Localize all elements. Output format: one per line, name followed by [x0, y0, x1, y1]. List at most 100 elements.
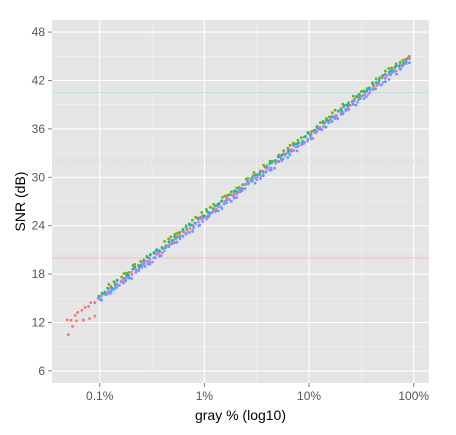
data-point	[170, 239, 174, 242]
data-point	[205, 210, 209, 214]
data-point	[222, 202, 226, 206]
data-point	[286, 146, 290, 150]
data-point	[395, 72, 398, 76]
data-point	[288, 153, 292, 157]
data-point	[185, 228, 189, 232]
data-point	[383, 77, 387, 80]
data-point	[173, 232, 177, 236]
data-point	[351, 94, 355, 98]
data-point	[83, 305, 87, 309]
data-point	[143, 264, 147, 268]
data-point	[264, 170, 268, 174]
data-point	[127, 271, 130, 274]
data-point	[107, 282, 111, 286]
x-axis-ticks: 0.1% 1% 10% 100%	[86, 383, 429, 403]
data-point	[392, 70, 396, 74]
data-point	[234, 189, 238, 193]
data-point	[221, 195, 224, 199]
data-point	[119, 280, 123, 283]
data-point	[127, 276, 131, 280]
data-point	[347, 107, 351, 111]
data-point	[159, 254, 163, 258]
data-point	[243, 183, 247, 187]
data-point	[118, 284, 121, 287]
data-point	[196, 217, 200, 221]
data-point	[133, 265, 137, 269]
data-point	[134, 271, 138, 274]
data-point	[304, 134, 307, 138]
data-point	[174, 236, 178, 240]
data-point	[152, 251, 156, 255]
data-point	[210, 211, 214, 215]
data-point	[124, 277, 128, 280]
data-point	[199, 217, 203, 221]
data-point	[100, 298, 104, 302]
data-point	[65, 318, 69, 322]
data-point	[321, 119, 325, 123]
data-point	[200, 211, 204, 214]
data-point	[232, 192, 236, 196]
data-point	[184, 232, 188, 236]
data-point	[238, 188, 241, 191]
data-point	[167, 244, 171, 248]
data-point	[330, 120, 334, 123]
data-point	[235, 192, 239, 196]
data-point	[140, 262, 144, 266]
data-point	[327, 115, 331, 119]
data-point	[154, 251, 158, 255]
data-point	[363, 90, 366, 94]
data-point	[93, 314, 97, 318]
data-point	[226, 193, 230, 197]
data-point	[351, 102, 355, 106]
data-point	[384, 80, 387, 83]
data-point	[295, 149, 299, 153]
data-point	[302, 141, 306, 145]
data-point	[285, 151, 289, 155]
data-point	[294, 145, 298, 149]
data-point	[399, 67, 403, 71]
data-point	[167, 237, 171, 241]
data-point	[286, 156, 290, 159]
data-point	[169, 235, 173, 239]
data-point	[390, 66, 393, 70]
data-point	[265, 167, 269, 171]
data-point	[356, 95, 360, 99]
y-tick-label: 30	[32, 170, 46, 184]
data-point	[75, 319, 78, 323]
data-point	[189, 223, 193, 227]
data-point	[170, 242, 174, 246]
data-point	[333, 117, 337, 120]
data-point	[296, 144, 300, 148]
data-point	[340, 109, 343, 112]
data-point	[381, 80, 385, 84]
data-point	[105, 293, 109, 296]
data-point	[241, 183, 245, 187]
data-point	[385, 74, 389, 77]
data-point	[88, 317, 91, 320]
data-point	[190, 218, 194, 222]
data-point	[296, 141, 300, 145]
data-point	[69, 318, 73, 322]
data-point	[401, 63, 405, 67]
data-point	[205, 207, 208, 211]
data-point	[329, 117, 333, 121]
y-tick-label: 42	[32, 74, 46, 88]
data-point	[292, 143, 296, 146]
data-point	[216, 209, 220, 213]
data-point	[347, 101, 350, 105]
data-point	[407, 61, 411, 65]
data-point	[148, 262, 152, 266]
data-point	[256, 175, 259, 179]
data-point	[80, 308, 84, 312]
data-point	[374, 77, 378, 81]
data-point	[131, 267, 135, 271]
data-point	[155, 248, 159, 252]
data-point	[407, 57, 411, 61]
data-point	[130, 277, 133, 280]
data-point	[261, 170, 265, 173]
y-tick-label: 6	[38, 364, 45, 378]
data-point	[240, 189, 244, 192]
data-point	[383, 72, 387, 76]
data-point	[360, 94, 364, 98]
data-point	[223, 194, 227, 198]
